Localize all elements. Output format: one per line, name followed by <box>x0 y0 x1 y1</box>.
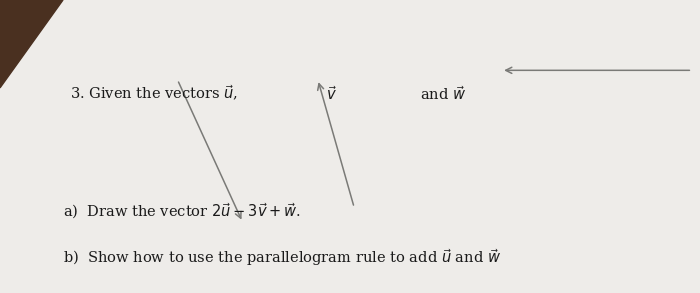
Text: and $\vec{w}$: and $\vec{w}$ <box>420 85 466 103</box>
Text: 3. Given the vectors $\vec{u}$,: 3. Given the vectors $\vec{u}$, <box>70 84 238 103</box>
Text: $\vec{v}$: $\vec{v}$ <box>326 85 336 103</box>
Text: a)  Draw the vector $2\vec{u} - 3\vec{v} + \vec{w}$.: a) Draw the vector $2\vec{u} - 3\vec{v} … <box>63 201 301 221</box>
Polygon shape <box>0 0 63 88</box>
Text: b)  Show how to use the parallelogram rule to add $\vec{u}$ and $\vec{w}$: b) Show how to use the parallelogram rul… <box>63 247 501 268</box>
